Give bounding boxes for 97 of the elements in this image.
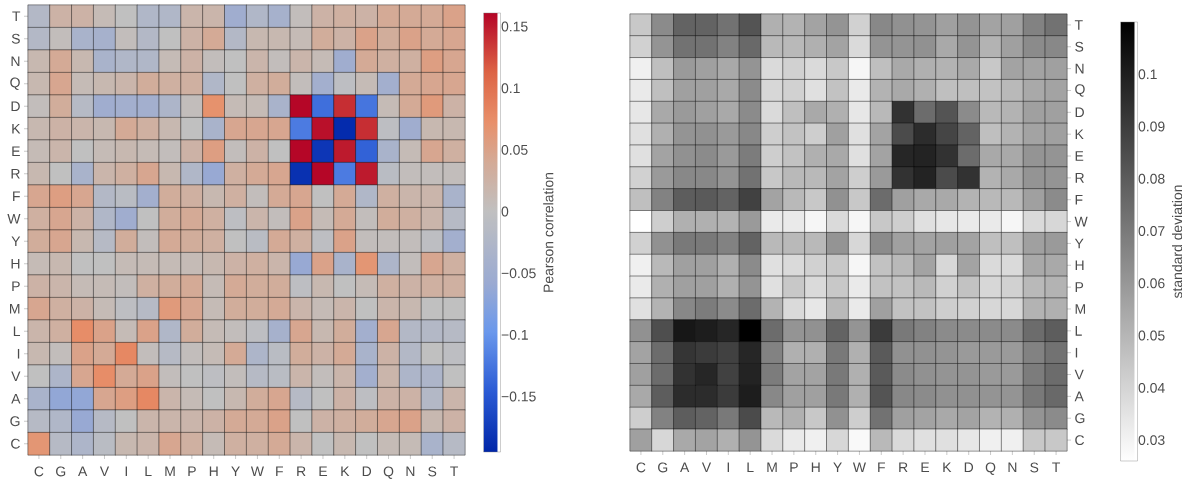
y-tick-label: N bbox=[1075, 63, 1084, 74]
color-bar-label: 0.07 bbox=[1138, 226, 1165, 236]
y-tick-label: Q bbox=[10, 77, 20, 90]
y-tick-label: S bbox=[11, 33, 20, 44]
x-tick-label: F bbox=[276, 466, 283, 477]
x-tick-label: W bbox=[852, 462, 866, 473]
x-tick-label: I bbox=[727, 462, 729, 473]
x-tick-label: P bbox=[188, 466, 196, 477]
x-tick-label: R bbox=[899, 462, 908, 473]
x-tick-label: P bbox=[790, 462, 798, 473]
y-tick-label: M bbox=[1075, 304, 1086, 314]
x-tick-label: V bbox=[701, 462, 712, 473]
y-tick-label: T bbox=[12, 11, 21, 22]
x-tick-label: N bbox=[406, 466, 415, 477]
x-tick-label: V bbox=[99, 466, 110, 477]
x-tick-label: E bbox=[319, 466, 328, 477]
y-tick-label: E bbox=[1075, 151, 1084, 161]
x-tick-label: S bbox=[1030, 462, 1039, 473]
x-tick-label: R bbox=[297, 466, 306, 477]
x-tick-label: C bbox=[34, 466, 44, 477]
color-bar-label: −0.15 bbox=[501, 391, 536, 402]
y-tick-label: S bbox=[1075, 41, 1084, 52]
x-tick-label: G bbox=[56, 466, 66, 477]
y-tick-label: R bbox=[11, 168, 20, 179]
x-tick-label: K bbox=[943, 462, 952, 473]
y-tick-label: K bbox=[1075, 129, 1084, 139]
y-tick-label: C bbox=[1075, 435, 1085, 446]
x-tick-label: S bbox=[428, 466, 437, 477]
y-tick-label: L bbox=[13, 326, 21, 337]
color-bar-label: 0.05 bbox=[501, 144, 528, 155]
x-tick-label: D bbox=[964, 462, 974, 473]
y-tick-label: G bbox=[1075, 413, 1085, 424]
y-tick-label: I bbox=[1075, 347, 1078, 358]
x-tick-label: N bbox=[1008, 462, 1017, 473]
y-tick-label: R bbox=[1075, 173, 1084, 183]
x-tick-label: H bbox=[209, 466, 218, 477]
y-tick-label: N bbox=[11, 56, 20, 67]
color-bar-label: 0.06 bbox=[1138, 278, 1165, 289]
y-tick-label: V bbox=[11, 371, 21, 382]
x-tick-label: Y bbox=[231, 466, 240, 477]
color-bar-label: −0.05 bbox=[501, 268, 536, 279]
x-tick-label: T bbox=[450, 466, 459, 477]
color-bar-label: 0.1 bbox=[1138, 69, 1157, 80]
y-tick-label: Y bbox=[1074, 238, 1084, 249]
x-tick-label: I bbox=[125, 466, 127, 477]
color-bar-label: 0.05 bbox=[1138, 330, 1165, 341]
y-tick-label: G bbox=[10, 416, 20, 427]
x-tick-label: H bbox=[811, 462, 820, 473]
y-tick-label: E bbox=[12, 146, 20, 157]
y-tick-label: K bbox=[12, 123, 21, 134]
y-tick-label: T bbox=[1074, 20, 1083, 30]
x-tick-label: L bbox=[747, 462, 754, 473]
x-tick-label: D bbox=[362, 466, 372, 477]
x-tick-label: M bbox=[165, 466, 175, 477]
y-tick-label: F bbox=[13, 191, 20, 202]
x-tick-label: T bbox=[1052, 462, 1061, 473]
x-tick-label: W bbox=[250, 466, 264, 477]
y-tick-label: H bbox=[1075, 260, 1084, 271]
color-bar-label: 0.15 bbox=[501, 21, 528, 32]
x-tick-label: K bbox=[341, 466, 350, 477]
color-bar-label: 0.09 bbox=[1138, 121, 1165, 132]
y-tick-label: F bbox=[1075, 194, 1083, 205]
x-tick-label: C bbox=[636, 462, 646, 473]
y-tick-label: A bbox=[11, 393, 21, 404]
x-tick-label: G bbox=[658, 462, 668, 473]
x-tick-label: Q bbox=[383, 466, 394, 479]
y-tick-label: L bbox=[1075, 326, 1082, 336]
x-tick-label: A bbox=[680, 462, 690, 473]
color-bar-label: 0.04 bbox=[1138, 382, 1165, 393]
color-bar-label: 0.08 bbox=[1138, 173, 1165, 184]
y-tick-label: H bbox=[11, 258, 20, 269]
color-bar-label: 0 bbox=[501, 206, 509, 217]
x-tick-label: L bbox=[145, 466, 152, 477]
y-tick-label: W bbox=[7, 213, 21, 224]
y-tick-label: C bbox=[11, 438, 20, 449]
y-tick-label: W bbox=[1074, 216, 1088, 227]
y-tick-label: P bbox=[12, 281, 20, 292]
color-bar-label: −0.1 bbox=[501, 329, 528, 340]
x-tick-label: Q bbox=[985, 462, 996, 475]
x-tick-label: A bbox=[78, 466, 88, 477]
y-tick-label: I bbox=[17, 348, 20, 359]
y-tick-label: P bbox=[1075, 282, 1084, 292]
x-tick-label: E bbox=[921, 462, 930, 473]
x-tick-label: M bbox=[767, 462, 777, 473]
y-tick-label: V bbox=[1074, 369, 1084, 380]
x-tick-label: F bbox=[878, 462, 885, 473]
x-tick-label: Y bbox=[833, 462, 842, 473]
y-tick-label: D bbox=[1075, 107, 1084, 118]
y-tick-label: Y bbox=[11, 236, 21, 247]
y-tick-label: M bbox=[10, 303, 20, 314]
color-bar-label: 0.1 bbox=[501, 83, 520, 94]
y-tick-label: A bbox=[1074, 391, 1084, 402]
color-bar-title: standard deviation bbox=[1172, 185, 1182, 299]
color-bar-label: 0.03 bbox=[1138, 435, 1165, 446]
y-tick-label: Q bbox=[1075, 84, 1085, 97]
y-tick-label: D bbox=[11, 101, 20, 112]
color-bar-title: Pearson correlation bbox=[543, 172, 554, 292]
